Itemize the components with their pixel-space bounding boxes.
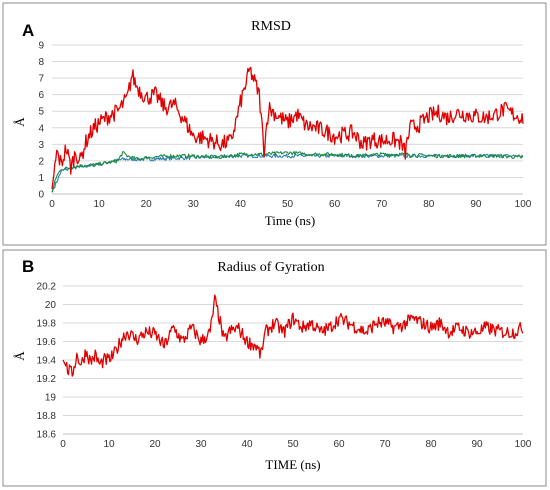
panel-a-title: RMSD bbox=[251, 19, 291, 34]
y-tick-label: 18.6 bbox=[37, 430, 57, 441]
panel-b-frame bbox=[2, 249, 547, 487]
x-tick-label: 20 bbox=[149, 439, 161, 450]
panel-a-frame bbox=[2, 2, 547, 246]
x-tick-label: 10 bbox=[103, 439, 115, 450]
y-tick-label: 2 bbox=[38, 156, 44, 167]
x-tick-label: 80 bbox=[423, 199, 435, 210]
x-tick-label: 50 bbox=[282, 199, 294, 210]
y-tick-label: 7 bbox=[38, 74, 44, 85]
x-tick-label: 0 bbox=[60, 439, 66, 450]
panel-b: B Radius of Gyration TIME (ns) Å 18.618.… bbox=[2, 249, 547, 487]
series-line bbox=[62, 294, 524, 377]
x-tick-label: 60 bbox=[329, 199, 341, 210]
x-tick-label: 40 bbox=[241, 439, 253, 450]
panel-b-y-axis-label: Å bbox=[12, 351, 27, 361]
x-tick-label: 30 bbox=[195, 439, 207, 450]
x-tick-label: 90 bbox=[471, 439, 483, 450]
x-tick-label: 20 bbox=[141, 199, 153, 210]
y-tick-label: 1 bbox=[38, 173, 44, 184]
y-tick-label: 19.8 bbox=[37, 319, 57, 330]
y-tick-label: 19 bbox=[45, 393, 57, 404]
x-tick-label: 70 bbox=[376, 199, 388, 210]
y-tick-label: 4 bbox=[38, 123, 44, 134]
y-tick-label: 19.6 bbox=[37, 337, 57, 348]
panel-b-title: Radius of Gyration bbox=[217, 260, 324, 275]
y-tick-label: 9 bbox=[38, 41, 44, 52]
panel-a-x-axis-label: Time (ns) bbox=[265, 213, 315, 228]
y-tick-label: 20.2 bbox=[37, 282, 57, 293]
panel-b-x-axis-label: TIME (ns) bbox=[265, 457, 320, 472]
panel-b-plot-area: 18.6 18.8 19 19.2 19.4 19.6 19.8 20 20.2 0 10 20 30 4… bbox=[37, 282, 532, 451]
y-tick-label: 19.4 bbox=[37, 356, 57, 367]
y-tick-label: 8 bbox=[38, 57, 44, 68]
series-line bbox=[51, 66, 524, 190]
panel-a-letter: A bbox=[22, 21, 34, 40]
x-tick-label: 60 bbox=[333, 439, 345, 450]
x-tick-label: 90 bbox=[470, 199, 482, 210]
x-tick-label: 100 bbox=[515, 439, 532, 450]
x-tick-label: 30 bbox=[188, 199, 200, 210]
y-tick-label: 0 bbox=[38, 190, 44, 201]
y-tick-label: 18.8 bbox=[37, 411, 57, 422]
y-tick-label: 5 bbox=[38, 107, 44, 118]
x-tick-label: 50 bbox=[287, 439, 299, 450]
panel-a-y-axis-label: Å bbox=[12, 117, 27, 127]
x-tick-label: 0 bbox=[49, 199, 55, 210]
y-tick-label: 19.2 bbox=[37, 374, 57, 385]
x-tick-label: 10 bbox=[94, 199, 106, 210]
x-tick-label: 100 bbox=[515, 199, 532, 210]
y-tick-label: 20 bbox=[45, 300, 57, 311]
panel-b-letter: B bbox=[22, 257, 34, 276]
x-tick-label: 80 bbox=[425, 439, 437, 450]
y-tick-label: 6 bbox=[38, 90, 44, 101]
x-tick-label: 40 bbox=[235, 199, 247, 210]
x-tick-label: 70 bbox=[379, 439, 391, 450]
series-line bbox=[51, 150, 524, 193]
y-tick-label: 3 bbox=[38, 140, 44, 151]
